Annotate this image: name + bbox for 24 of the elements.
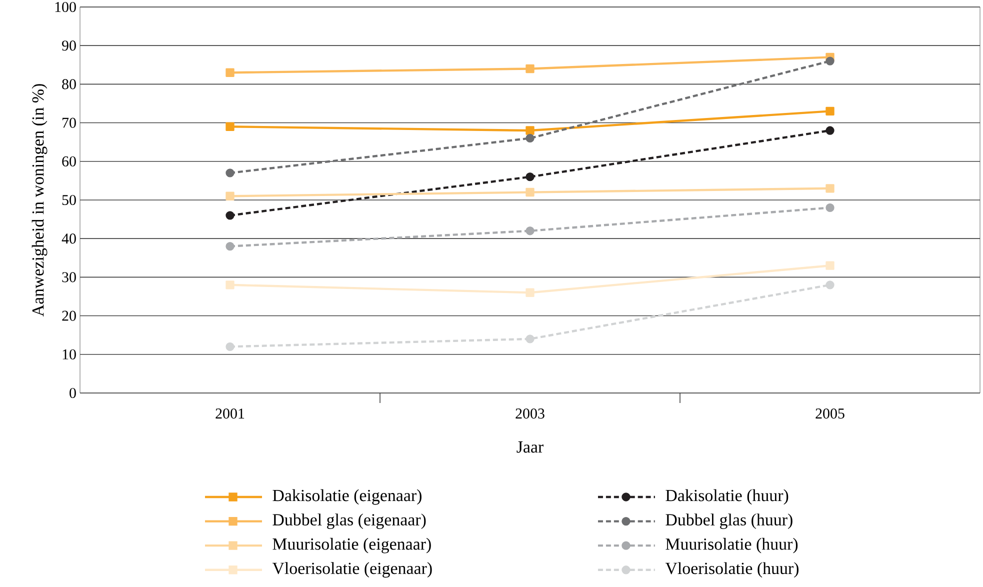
- legend-label: Vloerisolatie (huur): [665, 562, 799, 578]
- y-tick-label: 0: [70, 388, 76, 398]
- y-tick-label: 10: [62, 349, 76, 360]
- legend-label: Dubbel glas (eigenaar): [272, 514, 426, 529]
- y-tick-label: 80: [62, 79, 76, 90]
- x-tick-label: 2001: [216, 408, 244, 419]
- legend-label: Dakisolatie (eigenaar): [272, 489, 422, 505]
- y-tick-label: 70: [62, 118, 76, 128]
- y-tick-label: 100: [55, 2, 76, 12]
- legend-label: Muurisolatie (huur): [666, 538, 798, 554]
- x-axis-title: Jaar: [516, 441, 544, 453]
- legend-label: Vloerisolatie (eigenaar): [272, 562, 432, 578]
- x-tick-label: 2003: [516, 408, 544, 419]
- y-tick-label: 50: [62, 194, 76, 206]
- y-axis-title: Aanwezigheid in woningen (in %): [32, 84, 48, 316]
- y-tick-label: 20: [62, 310, 76, 321]
- y-tick-label: 40: [62, 234, 76, 244]
- y-tick-label: 60: [62, 156, 76, 166]
- legend-label: Muurisolatie (eigenaar): [272, 538, 431, 554]
- legend-label: Dakisolatie (huur): [666, 489, 788, 505]
- y-tick-label: 30: [62, 272, 76, 282]
- y-tick-label: 90: [62, 40, 76, 51]
- legend-label: Dubbel glas (huur): [666, 514, 792, 529]
- x-tick-label: 2005: [816, 408, 844, 419]
